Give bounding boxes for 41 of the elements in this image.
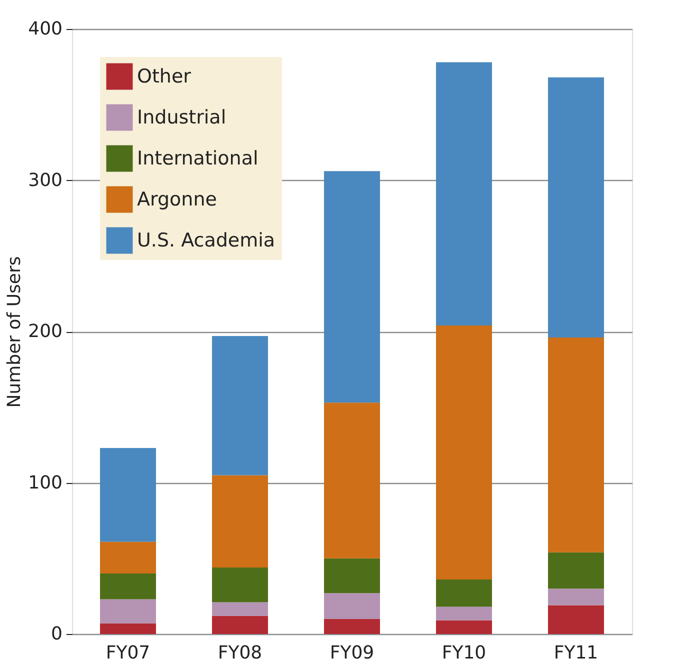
x-tick-label: FY07 (106, 642, 150, 661)
bar (548, 605, 604, 634)
bar (212, 475, 268, 568)
bar (548, 77, 604, 338)
y-tick-label: 0 (51, 624, 62, 644)
bar (324, 402, 380, 558)
bar (436, 606, 492, 620)
legend-label: Industrial (137, 106, 226, 128)
bar (324, 171, 380, 403)
bar (212, 567, 268, 602)
legend-label: International (137, 148, 258, 170)
x-tick-label: FY08 (218, 642, 262, 661)
x-tick-label: FY11 (554, 642, 598, 661)
bar (212, 602, 268, 616)
legend-label: Other (137, 66, 192, 88)
y-tick-label: 300 (28, 170, 62, 191)
x-tick-label: FY10 (442, 642, 486, 661)
bar (324, 558, 380, 594)
bar (324, 593, 380, 619)
bar (436, 580, 492, 607)
bar (436, 620, 492, 634)
bar (324, 618, 380, 634)
bar (436, 325, 492, 580)
bar (548, 552, 604, 589)
bar (212, 616, 268, 634)
x-tick-label: FY09 (330, 642, 374, 661)
legend-label: U.S. Academia (137, 230, 276, 252)
bar (436, 62, 492, 326)
bar (100, 542, 156, 574)
y-axis-title: Number of Users (4, 256, 26, 408)
bar (212, 336, 268, 476)
y-tick-label: 100 (28, 472, 62, 494)
bar (100, 623, 156, 634)
bar (100, 599, 156, 624)
y-tick-label: 200 (28, 321, 62, 342)
bar (100, 574, 156, 600)
y-tick-label: 400 (28, 18, 62, 40)
legend-label: Argonne (137, 188, 217, 210)
bar (548, 338, 604, 552)
bar (100, 448, 156, 542)
bar (548, 588, 604, 606)
